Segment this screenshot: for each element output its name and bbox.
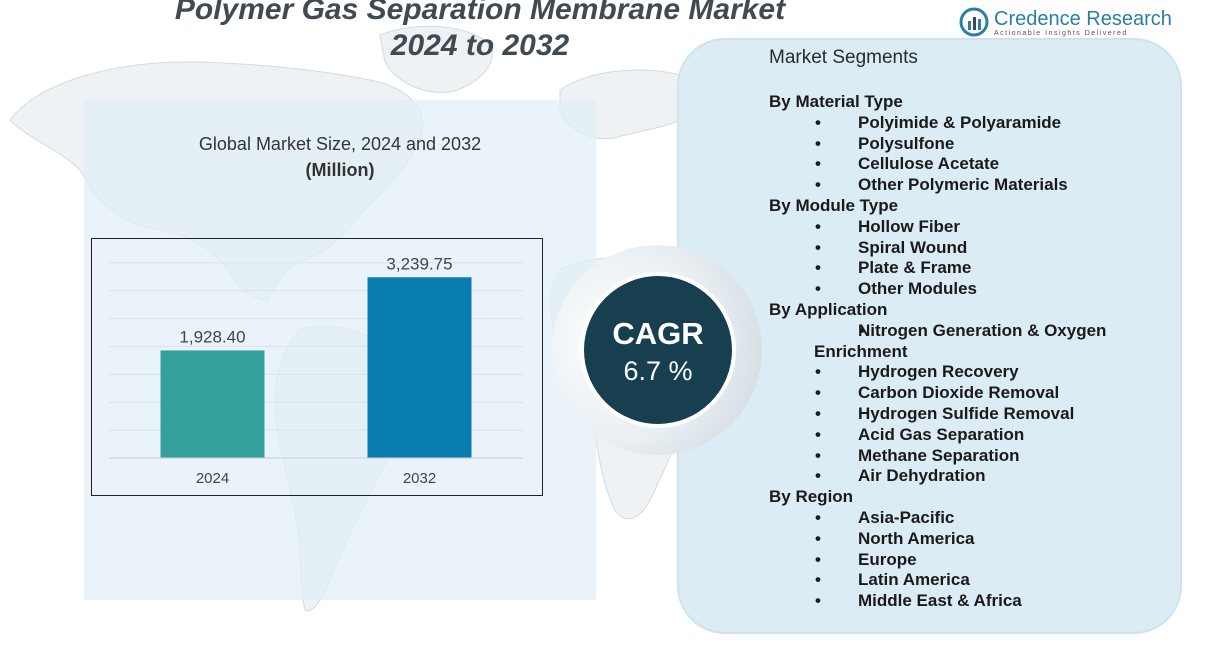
segment-item: Hydrogen Sulfide Removal [769,404,1169,425]
cagr-value: 6.7 % [623,356,693,386]
segment-item: Methane Separation [769,446,1169,467]
data-label-2024: 1,928.40 [179,327,245,346]
segments-heading: Market Segments [769,47,918,68]
segment-group-title: By Region [769,487,854,507]
chart-panel [84,100,596,600]
segment-item: Polyimide & Polyaramide [769,113,1169,134]
bar-2032 [367,277,472,458]
segment-group-material-type: By Material Type Polyimide & Polyaramide… [769,92,1169,196]
segment-item: Latin America [769,570,1169,591]
credence-logo-icon [959,7,989,37]
chart-subtitle: (Million) [305,160,375,180]
segment-group-region: By Region Asia-Pacific North America Eur… [769,487,1169,612]
logo-name: Credence Research [994,8,1172,30]
segment-item: Other Polymeric Materials [769,175,1169,196]
chart-title: Global Market Size, 2024 and 2032 [198,134,482,154]
cagr-badge: CAGR 6.7 % [580,272,736,428]
greenland-shape [379,25,493,93]
data-label-2032: 3,239.75 [386,254,452,273]
segment-item: Acid Gas Separation [769,425,1169,446]
segment-item: Carbon Dioxide Removal [769,383,1169,404]
x-tick-label-2032: 2032 [403,470,436,487]
logo-tagline: Actionable Insights Delivered [994,30,1128,37]
segment-item: Cellulose Acetate [769,154,1169,175]
x-tick-label-2024: 2024 [196,470,229,487]
segment-item: North America [769,529,1169,550]
title-line-2: 2024 to 2032 [390,29,570,62]
segment-item: Air Dehydration [769,466,1169,487]
market-size-bar-chart: 1,928.40 2024 3,239.75 2032 [109,254,523,487]
chart-frame [91,238,543,496]
segment-item: Asia-Pacific [769,508,1169,529]
segment-item: Middle East & Africa [769,591,1169,612]
market-segments: Market Segments By Material Type Polyimi… [769,46,1169,612]
segment-item: Europe [769,550,1169,571]
segment-group-module-type: By Module Type Hollow Fiber Spiral Wound… [769,196,1169,300]
segment-item: Other Modules [769,279,1169,300]
segment-item: Spiral Wound [769,238,1169,259]
cagr-label: CAGR [612,316,704,351]
segment-group-title: By Module Type [769,195,899,215]
chart-caption: Global Market Size, 2024 and 2032 (Milli… [84,131,596,183]
bar-2024 [160,350,265,458]
brand-logo: Credence Research Actionable Insights De… [958,4,1172,44]
segment-item: Plate & Frame [769,258,1169,279]
segment-group-title: By Application [769,299,888,319]
segment-group-application: By Application Nitrogen Generation & Oxy… [769,300,1169,487]
segment-item: Nitrogen Generation & Oxygen Enrichment [769,321,1169,363]
page-title: Polymer Gas Separation Membrane Market 2… [120,0,840,64]
segment-group-title: By Material Type [769,92,903,111]
segment-item: Polysulfone [769,134,1169,155]
segment-item: Hydrogen Recovery [769,362,1169,383]
segment-item: Hollow Fiber [769,217,1169,238]
title-line-1: Polymer Gas Separation Membrane Market [174,0,786,26]
